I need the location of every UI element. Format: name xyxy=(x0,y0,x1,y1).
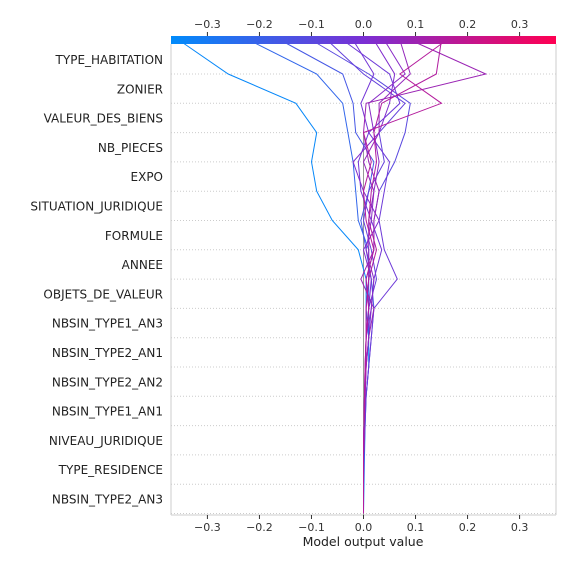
feature-label: NBSIN_TYPE2_AN3 xyxy=(52,493,163,507)
bottom-tick-label: 0.1 xyxy=(407,521,425,534)
feature-label: NBSIN_TYPE1_AN3 xyxy=(52,317,163,331)
top-tick-label: 0.0 xyxy=(355,18,373,31)
feature-label: NIVEAU_JURIDIQUE xyxy=(49,434,163,448)
series-line-6 xyxy=(352,39,383,514)
feature-label: NBSIN_TYPE2_AN1 xyxy=(52,346,163,360)
feature-label: EXPO xyxy=(131,170,163,184)
feature-label: VALEUR_DES_BIENS xyxy=(44,112,163,126)
feature-label: TYPE_RESIDENCE xyxy=(58,463,163,477)
feature-label: NBSIN_TYPE2_AN2 xyxy=(52,375,163,389)
series-line-2 xyxy=(280,39,375,514)
bottom-tick-label: 0.3 xyxy=(511,521,529,534)
series-line-7 xyxy=(352,39,396,514)
bottom-tick-label: −0.1 xyxy=(298,521,325,534)
top-axis: −0.3 −0.2 −0.1 0.0 0.1 0.2 0.3 xyxy=(194,18,528,36)
colorbar xyxy=(171,36,556,44)
feature-labels: TYPE_HABITATION ZONIER VALEUR_DES_BIENS NB_… xyxy=(30,53,163,507)
series-line-4 xyxy=(326,39,406,514)
feature-label: TYPE_HABITATION xyxy=(55,53,163,67)
top-tick-label: −0.1 xyxy=(298,18,325,31)
series-line-12 xyxy=(362,39,447,514)
feature-label: OBJETS_DE_VALEUR xyxy=(43,287,163,301)
top-tick-label: 0.2 xyxy=(459,18,477,31)
feature-label: ZONIER xyxy=(117,82,163,96)
feature-label: FORMULE xyxy=(105,229,163,243)
series-lines xyxy=(178,39,488,514)
bottom-tick-label: −0.3 xyxy=(194,521,221,534)
top-tick-label: 0.1 xyxy=(407,18,425,31)
bottom-tick-label: 0.2 xyxy=(459,521,477,534)
bottom-tick-label: 0.0 xyxy=(355,521,373,534)
bottom-tick-label: −0.2 xyxy=(246,521,273,534)
series-line-11 xyxy=(363,39,442,514)
series-line-3 xyxy=(311,39,411,514)
top-tick-label: −0.3 xyxy=(194,18,221,31)
feature-label: NB_PIECES xyxy=(98,141,163,155)
feature-label: NBSIN_TYPE1_AN1 xyxy=(52,405,163,419)
series-line-1 xyxy=(248,39,370,514)
series-line-0 xyxy=(178,39,370,514)
feature-label: ANNEE xyxy=(122,258,163,272)
bottom-axis: −0.3 −0.2 −0.1 0.0 0.1 0.2 0.3 xyxy=(194,515,528,534)
feature-label: SITUATION_JURIDIQUE xyxy=(30,200,163,214)
top-tick-label: 0.3 xyxy=(511,18,529,31)
x-axis-title: Model output value xyxy=(303,534,424,549)
top-tick-label: −0.2 xyxy=(246,18,273,31)
